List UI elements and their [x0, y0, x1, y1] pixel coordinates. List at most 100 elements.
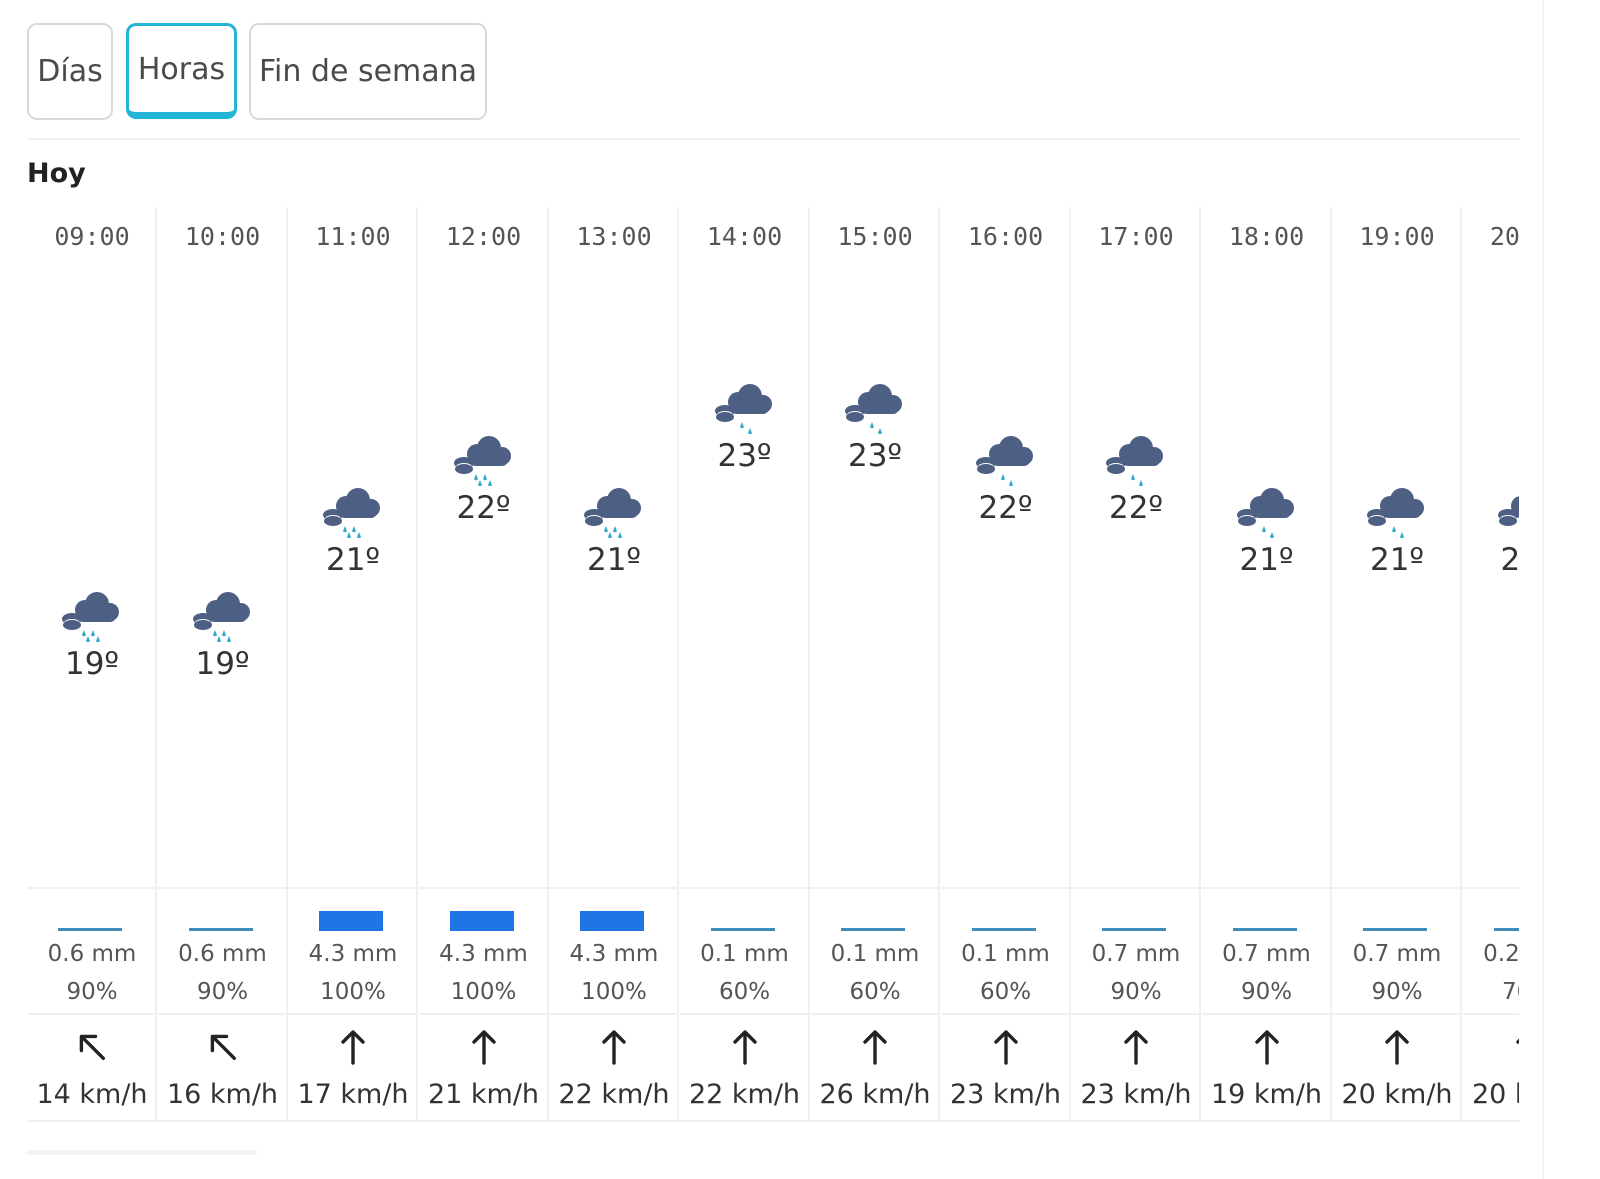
wind-speed: 20 km/h — [1471, 1079, 1519, 1110]
precipitation-block: 0.1 mm 60% — [940, 887, 1071, 1014]
hour-column: 10:00 19º 0.6 mm 90% 16 km/h — [157, 207, 288, 1120]
wind-speed: 26 km/h — [819, 1079, 931, 1110]
precipitation-amount: 0.6 mm — [47, 941, 137, 967]
wind-speed: 14 km/h — [36, 1079, 148, 1110]
hour-column: 09:00 19º 0.6 mm 90% 14 km/h — [27, 207, 157, 1120]
weather-block: 21º — [549, 486, 679, 596]
divider — [27, 1120, 1520, 1122]
precipitation-block: 0.1 mm 60% — [679, 887, 810, 1014]
precipitation-amount: 0.1 mm — [830, 941, 920, 967]
precipitation-amount: 0.6 mm — [178, 941, 267, 967]
cloud-drizzle-icon — [1497, 496, 1519, 526]
precipitation-block: 0.6 mm 90% — [27, 887, 157, 1014]
wind-block: 23 km/h — [1071, 1013, 1201, 1120]
wind-block: 20 km/h — [1332, 1013, 1462, 1120]
precipitation-probability: 60% — [718, 979, 771, 1005]
wind-arrow-icon — [79, 1034, 106, 1061]
wind-arrow-icon — [732, 1030, 757, 1065]
hour-time: 10:00 — [184, 222, 261, 251]
temperature: 19º — [195, 646, 250, 682]
wind-arrow-icon — [471, 1030, 496, 1065]
precipitation-block: 4.3 mm 100% — [288, 887, 418, 1014]
precipitation-block: 4.3 mm 100% — [549, 887, 679, 1014]
precipitation-probability: 100% — [581, 979, 647, 1005]
hour-time: 20:00 — [1489, 222, 1519, 251]
cloud-rain-icon — [584, 488, 641, 538]
wind-block: 17 km/h — [288, 1013, 418, 1120]
tab-horas[interactable]: Horas — [126, 23, 237, 119]
hour-time: 15:00 — [837, 222, 913, 251]
precipitation-probability: 60% — [979, 979, 1032, 1005]
hour-time: 12:00 — [445, 222, 522, 251]
precipitation-probability: 90% — [66, 979, 118, 1005]
wind-arrow-icon — [1515, 1038, 1519, 1044]
precipitation-probability: 90% — [196, 979, 249, 1005]
precipitation-block: 0.7 mm 90% — [1071, 887, 1201, 1014]
wind-arrow-icon — [1385, 1030, 1409, 1065]
hour-time: 19:00 — [1359, 222, 1435, 251]
precipitation-amount: 0.7 mm — [1091, 941, 1181, 967]
wind-block: 22 km/h — [549, 1013, 679, 1120]
wind-speed: 22 km/h — [688, 1079, 801, 1110]
temperature: 22º — [1108, 490, 1164, 526]
precipitation-amount: 0.7 mm — [1222, 941, 1311, 967]
wind-arrow-icon — [602, 1030, 626, 1065]
precipitation-bar — [580, 911, 644, 931]
day-heading: Hoy — [27, 158, 86, 189]
divider — [27, 138, 1520, 140]
temperature: 22º — [456, 490, 511, 526]
precipitation-amount: 4.3 mm — [439, 941, 528, 967]
temperature: 23º — [717, 438, 772, 474]
cloud-drizzle-icon — [1236, 488, 1294, 538]
precipitation-probability: 100% — [320, 979, 386, 1005]
tab-dias[interactable]: Días — [27, 23, 113, 120]
divider — [1542, 0, 1544, 1179]
precipitation-block: 0.6 mm 90% — [157, 887, 288, 1014]
precipitation-block: 0.1 mm 60% — [810, 887, 940, 1014]
hour-time: 13:00 — [576, 222, 652, 251]
hourly-forecast-strip[interactable]: 09:00 19º 0.6 mm 90% 14 km/h 10:00 19º 0.6 m… — [27, 207, 1519, 1120]
weather-block: 21º — [1463, 486, 1519, 596]
wind-arrow-icon — [341, 1030, 365, 1065]
weather-block: 21º — [1202, 486, 1332, 596]
temperature: 21º — [586, 542, 642, 578]
wind-block: 14 km/h — [27, 1013, 157, 1120]
precipitation-amount: 0.2 mm — [1483, 941, 1519, 967]
precipitation-bar — [1102, 928, 1166, 931]
tab-fin-de-semana[interactable]: Fin de semana — [249, 23, 487, 120]
precipitation-probability: 90% — [1110, 979, 1162, 1005]
hour-column: 20:00 21º 0.2 mm 70% 20 km/h — [1462, 207, 1519, 1120]
precipitation-amount: 4.3 mm — [569, 941, 659, 967]
temperature: 19º — [64, 646, 120, 682]
precipitation-bar — [188, 928, 253, 931]
temperature: 23º — [847, 438, 903, 474]
hour-time: 14:00 — [706, 222, 783, 251]
precipitation-probability: 60% — [849, 979, 901, 1005]
horizontal-scrollbar[interactable] — [27, 1150, 257, 1155]
hour-time: 16:00 — [967, 222, 1044, 251]
precipitation-bar — [971, 928, 1036, 931]
wind-speed: 17 km/h — [297, 1079, 409, 1110]
precipitation-amount: 0.1 mm — [700, 941, 789, 967]
wind-arrow-icon — [1254, 1030, 1279, 1065]
temperature: 21º — [1239, 542, 1294, 578]
wind-speed: 19 km/h — [1210, 1079, 1323, 1110]
wind-block: 16 km/h — [157, 1013, 288, 1120]
wind-arrow-icon — [210, 1034, 236, 1061]
wind-speed: 21 km/h — [427, 1079, 540, 1110]
wind-arrow-icon — [993, 1030, 1018, 1065]
wind-block: 22 km/h — [679, 1013, 810, 1120]
precipitation-bar — [710, 928, 775, 931]
temperature: 22º — [978, 490, 1033, 526]
wind-block: 23 km/h — [940, 1013, 1071, 1120]
cloud-drizzle-icon — [1106, 436, 1163, 486]
precipitation-block: 0.2 mm 70% — [1462, 887, 1519, 1014]
precipitation-probability: 90% — [1240, 979, 1293, 1005]
precipitation-block: 4.3 mm 100% — [418, 887, 549, 1014]
hour-column: 13:00 21º 4.3 mm 100% 22 km/h — [549, 207, 679, 1120]
precipitation-probability: 70% — [1501, 979, 1519, 1005]
cloud-rain-icon — [192, 592, 250, 642]
weather-block: 19º — [27, 590, 157, 700]
cloud-rain-icon — [323, 488, 380, 538]
precipitation-bar — [1232, 928, 1297, 931]
